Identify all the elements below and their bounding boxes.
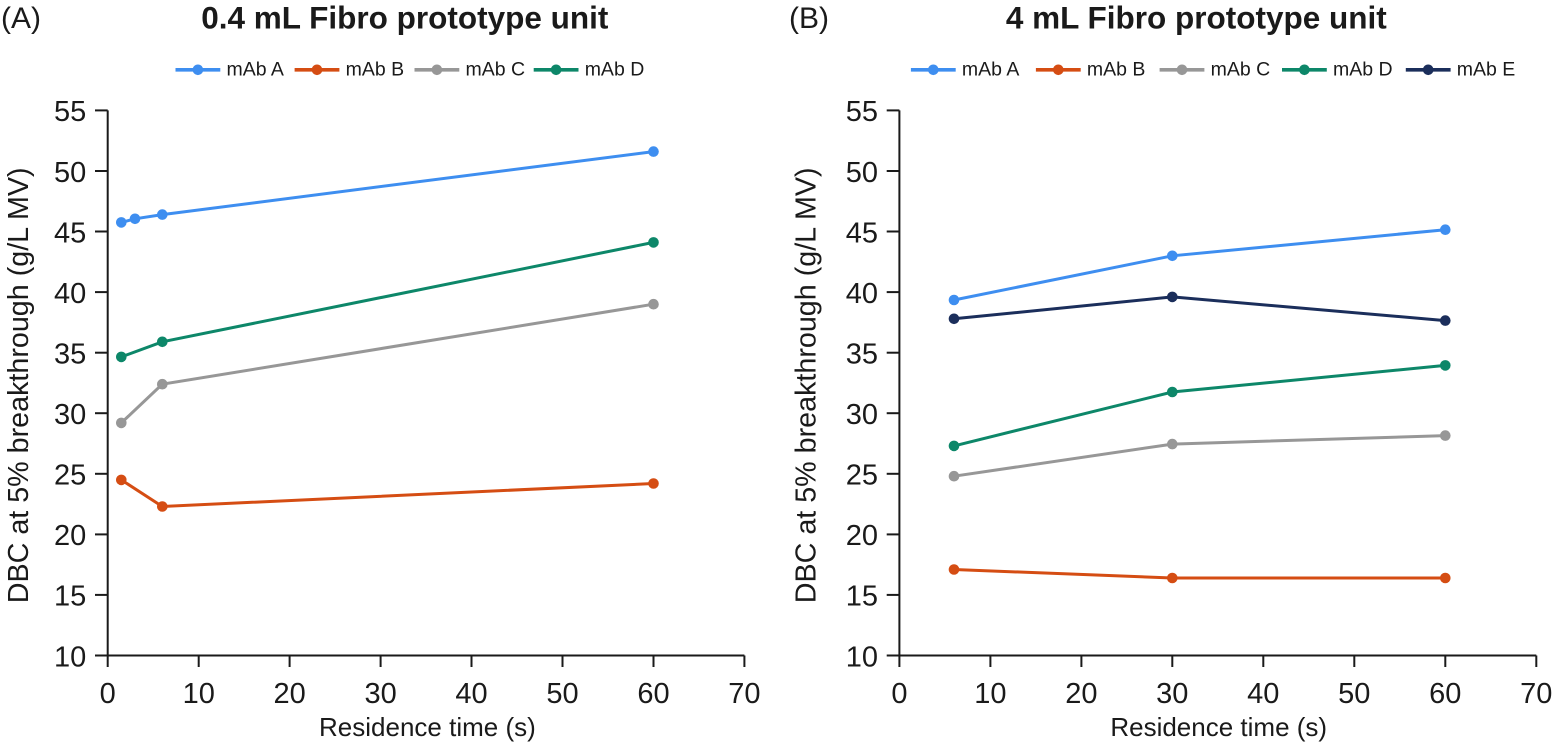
svg-text:Residence time (s): Residence time (s): [319, 712, 536, 742]
svg-text:50: 50: [1338, 678, 1370, 710]
svg-text:50: 50: [54, 157, 86, 189]
svg-text:60: 60: [637, 678, 669, 710]
svg-text:30: 30: [1156, 678, 1188, 710]
svg-text:30: 30: [846, 399, 878, 431]
svg-text:40: 40: [455, 678, 487, 710]
svg-text:0.4 mL Fibro prototype unit: 0.4 mL Fibro prototype unit: [201, 0, 609, 36]
svg-text:(A): (A): [1, 2, 41, 35]
svg-text:DBC at 5% breakthrough (g/L MV: DBC at 5% breakthrough (g/L MV): [3, 167, 35, 603]
svg-text:40: 40: [1247, 678, 1279, 710]
svg-text:45: 45: [54, 217, 86, 249]
svg-text:30: 30: [54, 399, 86, 431]
svg-text:50: 50: [846, 157, 878, 189]
svg-text:Residence time (s): Residence time (s): [1110, 712, 1327, 742]
svg-text:(B): (B): [789, 2, 829, 35]
svg-text:mAb B: mAb B: [1087, 59, 1146, 81]
svg-text:30: 30: [364, 678, 396, 710]
svg-text:25: 25: [54, 460, 86, 492]
svg-text:55: 55: [846, 96, 878, 128]
svg-text:20: 20: [846, 520, 878, 552]
svg-text:DBC at 5% breakthrough (g/L MV: DBC at 5% breakthrough (g/L MV): [791, 167, 823, 603]
svg-text:mAb A: mAb A: [962, 59, 1019, 81]
svg-text:40: 40: [54, 278, 86, 310]
svg-text:60: 60: [1429, 678, 1461, 710]
svg-text:70: 70: [728, 678, 760, 710]
svg-text:20: 20: [1065, 678, 1097, 710]
svg-text:0: 0: [100, 678, 116, 710]
svg-text:4 mL Fibro prototype unit: 4 mL Fibro prototype unit: [1006, 0, 1387, 36]
svg-text:mAb C: mAb C: [466, 59, 526, 81]
svg-text:40: 40: [846, 278, 878, 310]
svg-text:35: 35: [846, 339, 878, 371]
svg-text:mAb D: mAb D: [585, 59, 645, 81]
svg-text:10: 10: [183, 678, 215, 710]
svg-text:mAb A: mAb A: [227, 59, 284, 81]
svg-text:15: 15: [54, 581, 86, 613]
svg-text:20: 20: [273, 678, 305, 710]
svg-text:50: 50: [546, 678, 578, 710]
svg-text:10: 10: [974, 678, 1006, 710]
svg-text:15: 15: [846, 581, 878, 613]
svg-text:45: 45: [846, 217, 878, 249]
svg-text:10: 10: [846, 641, 878, 673]
svg-text:70: 70: [1520, 678, 1552, 710]
svg-text:mAb D: mAb D: [1333, 59, 1393, 81]
svg-text:35: 35: [54, 339, 86, 371]
svg-text:mAb C: mAb C: [1211, 59, 1271, 81]
svg-text:mAb E: mAb E: [1457, 59, 1516, 81]
svg-text:20: 20: [54, 520, 86, 552]
svg-text:10: 10: [54, 641, 86, 673]
svg-text:55: 55: [54, 96, 86, 128]
svg-text:0: 0: [891, 678, 907, 710]
svg-text:25: 25: [846, 460, 878, 492]
svg-text:mAb B: mAb B: [346, 59, 405, 81]
